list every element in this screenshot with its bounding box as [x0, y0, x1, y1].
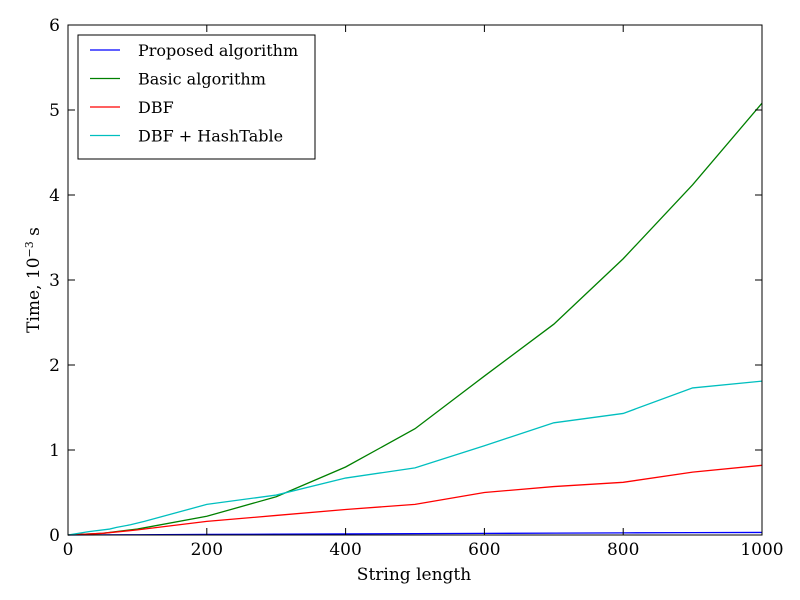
x-axis-label: String length	[357, 565, 471, 585]
legend: Proposed algorithm Basic algorithm DBF DBF …	[77, 34, 316, 160]
series-line-2	[67, 102, 763, 536]
legend-label-1: Proposed algorithm	[138, 41, 298, 60]
x-tick-label: 400	[329, 540, 361, 560]
y-tick-label: 2	[49, 356, 60, 376]
y-tick-label: 4	[49, 186, 60, 206]
legend-box	[77, 34, 316, 160]
y-tick-label: 0	[49, 526, 60, 546]
x-tick-label: 200	[191, 540, 223, 560]
y-axis-label-unit: s	[24, 227, 44, 241]
legend-label-3: DBF	[138, 98, 174, 117]
x-tick-label: 800	[607, 540, 639, 560]
y-tick-label: 6	[49, 16, 60, 36]
y-tick-label: 3	[49, 271, 60, 291]
x-tick-label: 1000	[740, 540, 783, 560]
y-tick-label: 1	[49, 441, 60, 461]
x-tick-label: 0	[63, 540, 74, 560]
x-tick-label: 600	[468, 540, 500, 560]
legend-label-2: Basic algorithm	[138, 70, 266, 89]
axes: 0 200 400 600 800 1000 0 1 2 3 4 5 6	[49, 16, 783, 560]
y-axis-label: Time, 10−3 s	[23, 227, 45, 333]
y-tick-label: 5	[49, 101, 60, 121]
legend-label-4: DBF + HashTable	[138, 127, 283, 146]
y-axis-label-exponent: −3	[23, 241, 36, 257]
y-axis-label-base: Time, 10	[24, 257, 44, 332]
series-line-4	[67, 380, 763, 536]
series-line-3	[67, 464, 763, 536]
